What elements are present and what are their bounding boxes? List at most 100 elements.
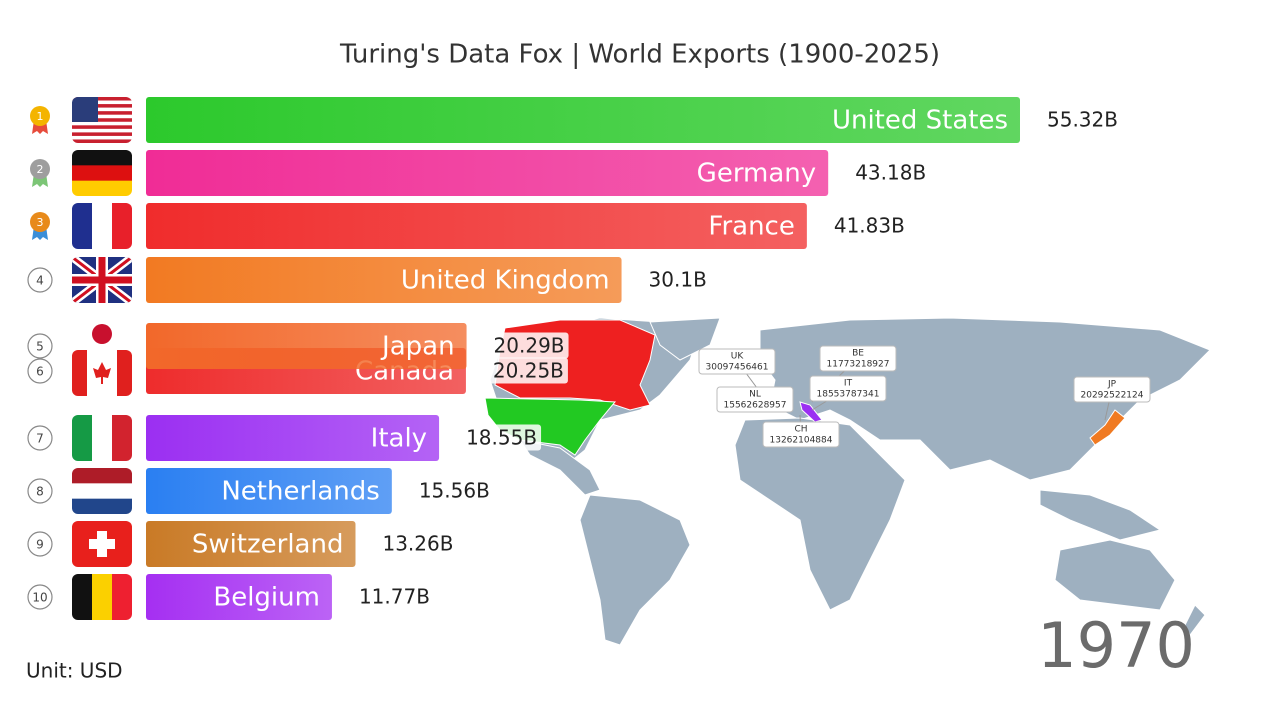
map-label-code: CH [794,425,807,435]
japan [1089,409,1126,446]
flag-part [112,415,132,461]
value-label: 13.26B [382,532,453,556]
flag-part [72,100,132,105]
map-label-box [762,421,840,448]
flag [72,350,132,396]
rank-circle [27,531,53,557]
flag-part [72,104,132,108]
value-label: 20.29B [494,334,565,358]
flag-part [72,135,132,140]
flag-part [72,125,132,130]
flag-part [72,415,93,461]
value-label: 11.77B [359,585,430,609]
value-label-bg [488,357,568,384]
rank-label: 5 [36,340,44,354]
rank-circle [27,358,53,384]
flag-part [72,483,132,500]
southeast-asia [1039,489,1162,541]
bar [146,97,1020,143]
bar [146,203,807,249]
value-label: 41.83B [834,214,905,238]
map-label-value: 20292522124 [1081,391,1144,401]
map-label-value: 18553787341 [817,390,880,400]
flag-part [72,97,98,122]
south-america [579,494,691,646]
rank-circle [27,478,53,504]
medal [30,106,50,126]
bar [146,257,622,303]
unit-note: Unit: USD [26,659,123,683]
bar-label: Netherlands [221,477,380,507]
flag-part [72,165,132,182]
map-label-code: JP [1107,380,1117,390]
rank-label: 9 [36,538,44,552]
bar [146,521,356,567]
flag-part [72,350,88,396]
year-label: 1970 [1037,609,1195,682]
map-label-value: 11773218927 [827,360,890,370]
flag-part [92,415,113,461]
flag-part [72,97,132,101]
flag [72,150,132,196]
value-label: 20.25B [493,359,564,383]
map-label-box [809,375,887,402]
value-label: 55.32B [1047,108,1118,132]
flag-part [72,118,132,123]
map-label-code: UK [731,352,745,362]
value-label: 30.1B [649,268,707,292]
greenland [649,317,721,361]
flag-part [72,139,132,143]
bar-label: France [708,212,794,242]
flag-part [72,468,132,484]
central-america [518,439,601,496]
bar-label: Japan [380,332,455,362]
new-zealand [1184,604,1206,636]
rank-label: 8 [36,485,44,499]
flag [72,468,132,514]
bar-label: United States [832,106,1008,136]
flag-part [92,574,113,620]
map-label-box [716,386,794,413]
flag-part [72,150,132,166]
rank-label: 2 [37,163,44,176]
bar [146,415,440,461]
flag [72,521,132,567]
flag-part [72,111,132,115]
flag-part [98,257,106,303]
rank-circle [27,584,53,610]
rank-circle [27,425,53,451]
flag-part [72,121,132,126]
rank-label: 10 [32,591,47,605]
bar [146,323,467,369]
bar-label: Italy [371,424,427,454]
rank-label: 1 [37,110,44,123]
flag-part [93,362,111,384]
bar [146,574,332,620]
bar [146,468,392,514]
rank-label: 3 [37,216,44,229]
flag-part [72,498,132,514]
map-label-box [1073,376,1151,403]
flag [72,257,132,303]
rank-label: 7 [36,432,44,446]
flag [72,97,132,143]
flag-part [72,107,132,112]
medal [30,212,50,232]
flag-part [72,114,132,119]
map-label-value: 15562628957 [724,401,787,411]
flag-part [92,203,113,249]
flag-part [117,350,132,396]
flag-part [112,574,132,620]
africa [734,417,906,611]
map-label-box [698,348,776,375]
bar [146,150,829,196]
value-label: 15.56B [419,479,490,503]
flag-part [72,203,93,249]
flag [72,311,132,357]
value-label: 18.55B [466,426,537,450]
value-label-bg [462,424,542,451]
bar-label: United Kingdom [401,266,610,296]
rank-label: 4 [36,274,44,288]
map-label-code: NL [749,390,761,400]
italy [799,401,823,423]
